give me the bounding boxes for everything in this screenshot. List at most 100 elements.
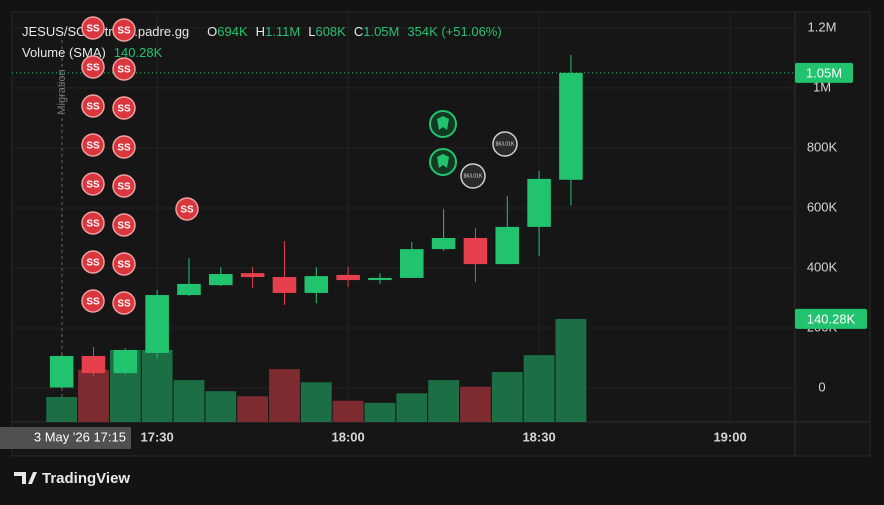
trade-icon-label: $63.01K xyxy=(496,141,515,147)
volume-badge-label: 140.28K xyxy=(807,311,856,326)
candle-body xyxy=(113,349,138,374)
ss-marker xyxy=(81,16,105,40)
volume-legend: Volume (SMA) 140.28K xyxy=(22,45,163,60)
ss-marker-label: SS xyxy=(117,65,131,76)
candle-body xyxy=(209,274,233,286)
ss-marker xyxy=(112,18,136,42)
volume-bar xyxy=(269,369,300,422)
x-tick-label: 19:00 xyxy=(713,429,746,444)
ss-marker xyxy=(112,57,136,81)
volume-bar xyxy=(205,391,237,422)
volume-bar xyxy=(491,372,523,422)
ohlc-key: O xyxy=(207,24,217,39)
ss-marker xyxy=(112,135,136,159)
symbol: JESUS/SOL · trade.padre.gg xyxy=(22,24,189,39)
candle-body xyxy=(49,355,74,388)
brand-label: TradingView xyxy=(42,470,130,487)
ss-marker-label: SS xyxy=(117,260,131,271)
y-tick-label: 1.2M xyxy=(808,19,837,34)
volume-bar xyxy=(78,369,109,422)
candle-body xyxy=(240,273,265,278)
candle-body xyxy=(336,274,360,281)
x-tick-label: 18:00 xyxy=(331,429,364,444)
ss-marker-label: SS xyxy=(86,24,100,35)
volume-bar xyxy=(428,380,460,422)
candle-body xyxy=(463,238,488,265)
ss-marker-label: SS xyxy=(86,180,100,191)
candle-body xyxy=(495,226,520,265)
candle-body xyxy=(272,277,297,293)
volume-bar xyxy=(364,402,396,422)
volume-bar xyxy=(523,355,555,422)
last-price-label: 1.05M xyxy=(806,65,842,80)
ohlc-value: 608K xyxy=(315,24,346,39)
ss-marker-label: SS xyxy=(117,143,131,154)
ss-marker xyxy=(175,197,199,221)
volume-name: Volume (SMA) xyxy=(22,45,106,60)
ss-marker xyxy=(81,289,105,313)
volume-bar xyxy=(555,318,587,422)
candle-body xyxy=(527,178,551,227)
volume-bar xyxy=(173,380,205,422)
ohlc-key: L xyxy=(308,24,315,39)
ohlc-key: C xyxy=(354,24,363,39)
candle-body xyxy=(368,277,392,281)
last-price-badge xyxy=(795,62,853,83)
trade-icon xyxy=(492,131,518,157)
volume-bar xyxy=(46,397,78,422)
ss-marker-label: SS xyxy=(117,104,131,115)
ss-marker xyxy=(112,252,136,276)
ohlc-value: 1.05M xyxy=(363,24,399,39)
ohlc-key: H xyxy=(256,24,265,39)
ss-marker-label: SS xyxy=(180,205,194,216)
ss-marker-label: SS xyxy=(86,297,100,308)
ss-marker-label: SS xyxy=(86,219,100,230)
ss-marker-label: SS xyxy=(117,182,131,193)
candle-body xyxy=(304,276,329,293)
change: 354K (+51.06%) xyxy=(407,24,501,39)
candle-body xyxy=(399,249,424,278)
volume-bar xyxy=(237,396,269,422)
ss-marker xyxy=(81,133,105,157)
candle-body xyxy=(559,72,583,180)
y-tick-label: 600K xyxy=(807,199,838,214)
brand-logo xyxy=(14,472,37,484)
ss-marker xyxy=(81,250,105,274)
ss-marker xyxy=(112,213,136,237)
y-tick-label: 400K xyxy=(807,259,838,274)
ss-marker xyxy=(81,172,105,196)
trade-icon-glyph xyxy=(437,116,449,130)
trade-icon-glyph xyxy=(437,154,449,168)
trade-icon xyxy=(460,163,486,189)
x-tick-label: 17:30 xyxy=(141,429,174,444)
candle-body xyxy=(145,295,169,353)
crosshair-time-box xyxy=(0,427,131,449)
volume-bar xyxy=(141,349,173,422)
candle-body xyxy=(431,238,456,250)
y-tick-label: 1M xyxy=(813,79,831,94)
volume-value: 140.28K xyxy=(114,45,163,60)
ss-marker-label: SS xyxy=(86,258,100,269)
volume-badge xyxy=(795,308,867,329)
y-tick-label: 800K xyxy=(807,139,838,154)
x-tick-label: 18:30 xyxy=(522,429,555,444)
ss-marker-label: SS xyxy=(86,102,100,113)
crosshair-time-label: 3 May '26 17:15 xyxy=(34,429,126,444)
y-tick-label: 0 xyxy=(818,380,825,395)
ohlc-header: JESUS/SOL · trade.padre.gg O694K H1.11M L60… xyxy=(22,24,502,39)
ss-marker xyxy=(112,291,136,315)
ss-marker xyxy=(112,174,136,198)
volume-bar xyxy=(396,393,428,422)
ss-marker-label: SS xyxy=(86,63,100,74)
ohlc-value: 1.11M xyxy=(265,24,300,39)
migration-label: Migration xyxy=(56,69,68,114)
ss-marker-label: SS xyxy=(117,221,131,232)
candle-body xyxy=(81,355,106,374)
ohlc-value: 694K xyxy=(217,24,248,39)
ss-marker xyxy=(81,55,105,79)
trade-icon-label: $63.01K xyxy=(464,173,483,179)
ss-marker xyxy=(112,96,136,120)
ss-marker-label: SS xyxy=(86,141,100,152)
